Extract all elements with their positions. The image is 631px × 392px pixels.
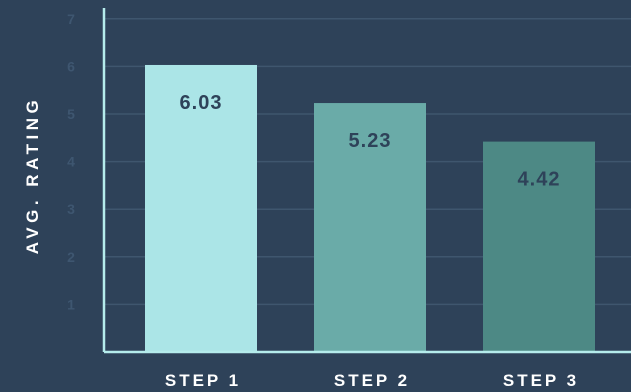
x-tick-label: STEP 3: [503, 371, 579, 390]
y-axis-label: AVG. RATING: [23, 96, 42, 254]
y-tick-label: 1: [67, 296, 75, 312]
y-tick-label: 4: [67, 154, 75, 170]
bars: [145, 64, 595, 353]
y-tick-label: 6: [67, 58, 75, 74]
bar: [145, 64, 257, 353]
bar-value-label: 5.23: [349, 130, 392, 152]
y-tick-label: 5: [67, 106, 75, 122]
bar: [314, 103, 426, 352]
x-tick-label: STEP 1: [165, 371, 241, 390]
x-tick-labels: STEP 1 STEP 2 STEP 3: [165, 371, 579, 390]
y-tick-labels: 1 2 3 4 5 6 7: [67, 11, 75, 313]
bar-value-label: 4.42: [518, 169, 561, 191]
y-tick-label: 7: [67, 11, 75, 27]
x-tick-label: STEP 2: [334, 371, 410, 390]
y-tick-label: 3: [67, 201, 75, 217]
bar: [483, 141, 595, 352]
y-tick-label: 2: [67, 249, 75, 265]
value-labels: 6.03 5.23 4.42: [180, 92, 561, 191]
bar-value-label: 6.03: [180, 92, 223, 114]
